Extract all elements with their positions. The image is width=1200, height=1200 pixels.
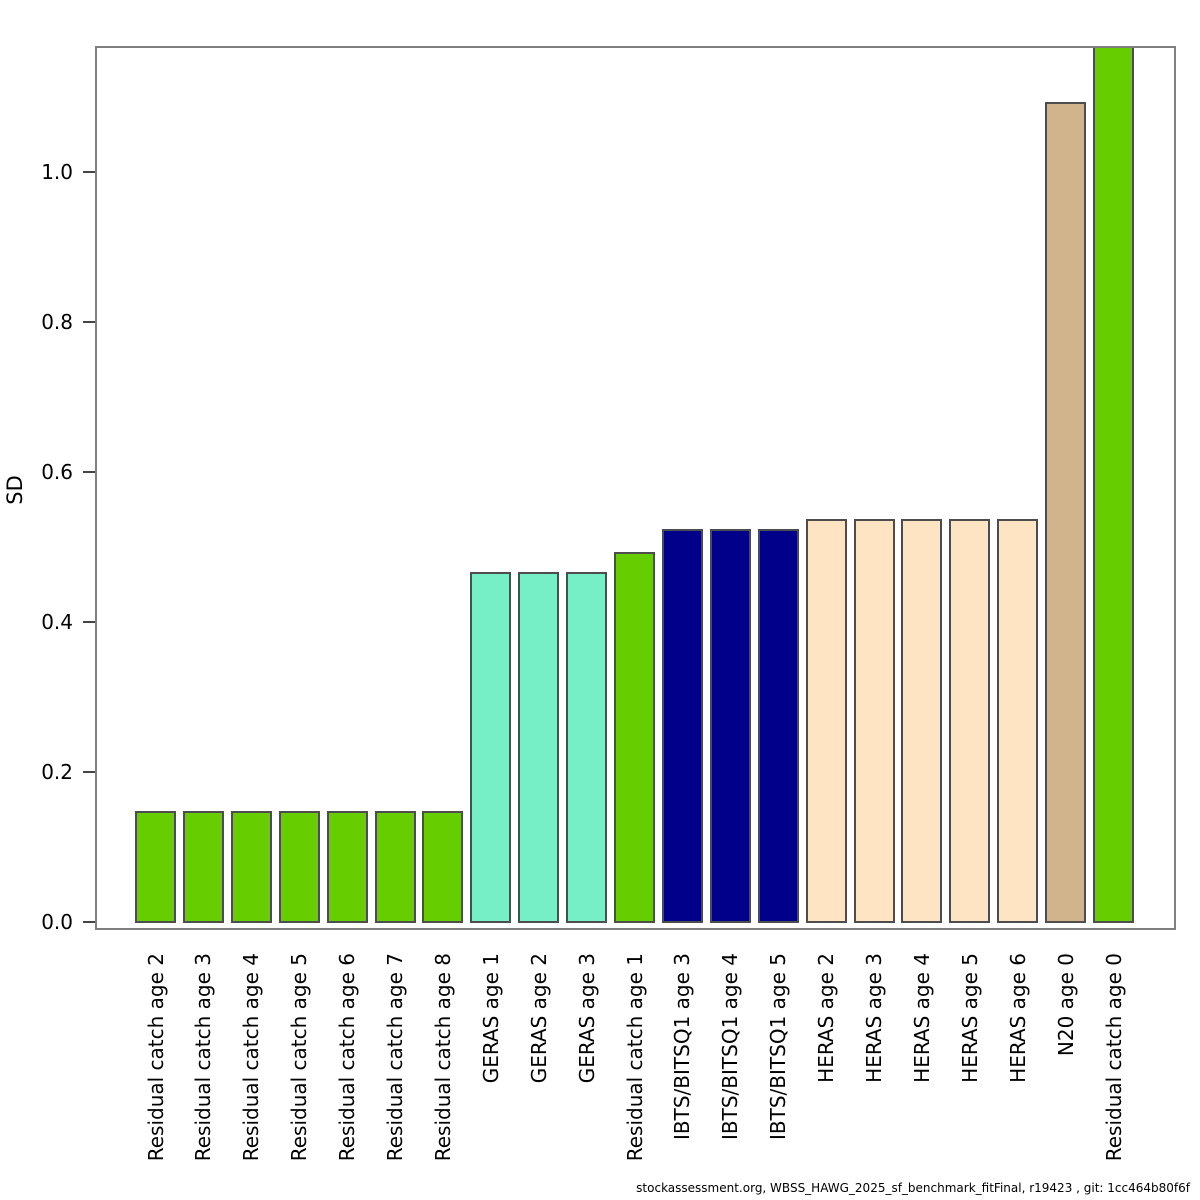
- x-axis-label: Residual catch age 8: [430, 953, 455, 1162]
- y-tick-label: 1.0: [41, 160, 73, 184]
- y-tick-mark: [83, 621, 95, 623]
- y-tick-label: 0.2: [41, 760, 73, 784]
- x-axis-label: HERAS age 6: [1005, 953, 1030, 1083]
- bar-residual-catch-age-2: [135, 810, 176, 923]
- x-axis-label: HERAS age 5: [957, 953, 982, 1083]
- bar-residual-catch-age-8: [422, 810, 464, 923]
- bar-heras-age-3: [853, 519, 895, 923]
- y-tick-mark: [83, 471, 95, 473]
- y-tick-mark: [83, 921, 95, 923]
- bar-residual-catch-age-4: [230, 810, 272, 923]
- x-axis-label: Residual catch age 4: [239, 953, 264, 1162]
- x-axis-label: GERAS age 3: [574, 953, 599, 1084]
- x-axis-label: Residual catch age 1: [622, 953, 647, 1162]
- x-axis-label: HERAS age 2: [814, 953, 839, 1083]
- bar-ibts-bitsq1-age-4: [709, 528, 751, 923]
- bar-heras-age-6: [997, 519, 1039, 923]
- bar-residual-catch-age-3: [182, 810, 224, 923]
- y-tick-mark: [83, 171, 95, 173]
- x-axis-label: Residual catch age 6: [335, 953, 360, 1162]
- bar-ibts-bitsq1-age-5: [757, 528, 799, 923]
- bar-residual-catch-age-6: [326, 810, 368, 923]
- y-tick-mark: [83, 321, 95, 323]
- bar-ibts-bitsq1-age-3: [661, 528, 703, 923]
- x-axis-label: GERAS age 2: [526, 953, 551, 1084]
- bar-geras-age-3: [566, 572, 608, 923]
- footer-note: stockassessment.org, WBSS_HAWG_2025_sf_b…: [636, 1181, 1190, 1195]
- bar-n20-age-0: [1045, 102, 1087, 923]
- x-axis-label: Residual catch age 7: [383, 953, 407, 1162]
- x-axis-label: IBTS/BITSQ1 age 4: [718, 953, 743, 1140]
- y-tick-mark: [83, 771, 95, 773]
- x-axis-label: HERAS age 4: [909, 953, 934, 1083]
- x-axis-label: Residual catch age 2: [143, 953, 168, 1162]
- bar-heras-age-2: [805, 519, 847, 923]
- bar-heras-age-4: [901, 519, 943, 923]
- x-axis-label: N20 age 0: [1053, 953, 1078, 1057]
- plot-area: [95, 46, 1176, 930]
- x-axis-label: Residual catch age 5: [287, 953, 312, 1162]
- x-axis-label: IBTS/BITSQ1 age 3: [670, 953, 695, 1140]
- bar-residual-catch-age-1: [614, 552, 655, 923]
- x-axis-label: IBTS/BITSQ1 age 5: [766, 953, 791, 1140]
- y-tick-label: 0.8: [41, 310, 73, 334]
- y-tick-label: 0.0: [41, 910, 73, 934]
- bar-geras-age-1: [470, 572, 512, 923]
- x-axis-label: GERAS age 1: [478, 953, 503, 1084]
- y-axis-title: SD: [3, 475, 27, 505]
- y-tick-label: 0.4: [41, 610, 73, 634]
- x-axis-label: HERAS age 3: [862, 953, 886, 1083]
- bar-residual-catch-age-0: [1093, 46, 1134, 923]
- bar-residual-catch-age-7: [374, 810, 416, 923]
- bar-heras-age-5: [949, 519, 991, 923]
- x-axis-label: Residual catch age 0: [1101, 953, 1126, 1162]
- bar-residual-catch-age-5: [278, 810, 320, 923]
- bar-geras-age-2: [518, 572, 560, 923]
- x-axis-label: Residual catch age 3: [191, 953, 216, 1162]
- y-tick-label: 0.6: [41, 460, 73, 484]
